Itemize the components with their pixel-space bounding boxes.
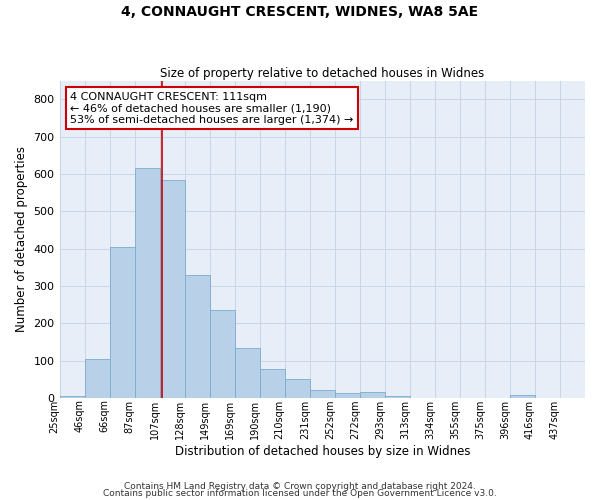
Bar (85, 359, 110, 398)
Bar (134, 168, 160, 398)
X-axis label: Distribution of detached houses by size in Widnes: Distribution of detached houses by size … (175, 444, 470, 458)
Bar (360, 392, 385, 398)
Text: Contains HM Land Registry data © Crown copyright and database right 2024.: Contains HM Land Registry data © Crown c… (124, 482, 476, 491)
Bar (110, 247, 134, 398)
Bar (310, 390, 335, 398)
Bar (335, 393, 360, 398)
Bar (260, 370, 285, 398)
Bar (235, 348, 260, 398)
Bar (209, 310, 235, 398)
Bar (160, 180, 185, 398)
Text: 4, CONNAUGHT CRESCENT, WIDNES, WA8 5AE: 4, CONNAUGHT CRESCENT, WIDNES, WA8 5AE (121, 5, 479, 19)
Bar (59, 396, 85, 398)
Bar (385, 396, 410, 398)
Bar (510, 395, 535, 398)
Bar (285, 380, 310, 398)
Bar (185, 275, 209, 398)
Text: Contains public sector information licensed under the Open Government Licence v3: Contains public sector information licen… (103, 490, 497, 498)
Y-axis label: Number of detached properties: Number of detached properties (15, 146, 28, 332)
Text: 4 CONNAUGHT CRESCENT: 111sqm
← 46% of detached houses are smaller (1,190)
53% of: 4 CONNAUGHT CRESCENT: 111sqm ← 46% of de… (70, 92, 353, 125)
Title: Size of property relative to detached houses in Widnes: Size of property relative to detached ho… (160, 66, 484, 80)
